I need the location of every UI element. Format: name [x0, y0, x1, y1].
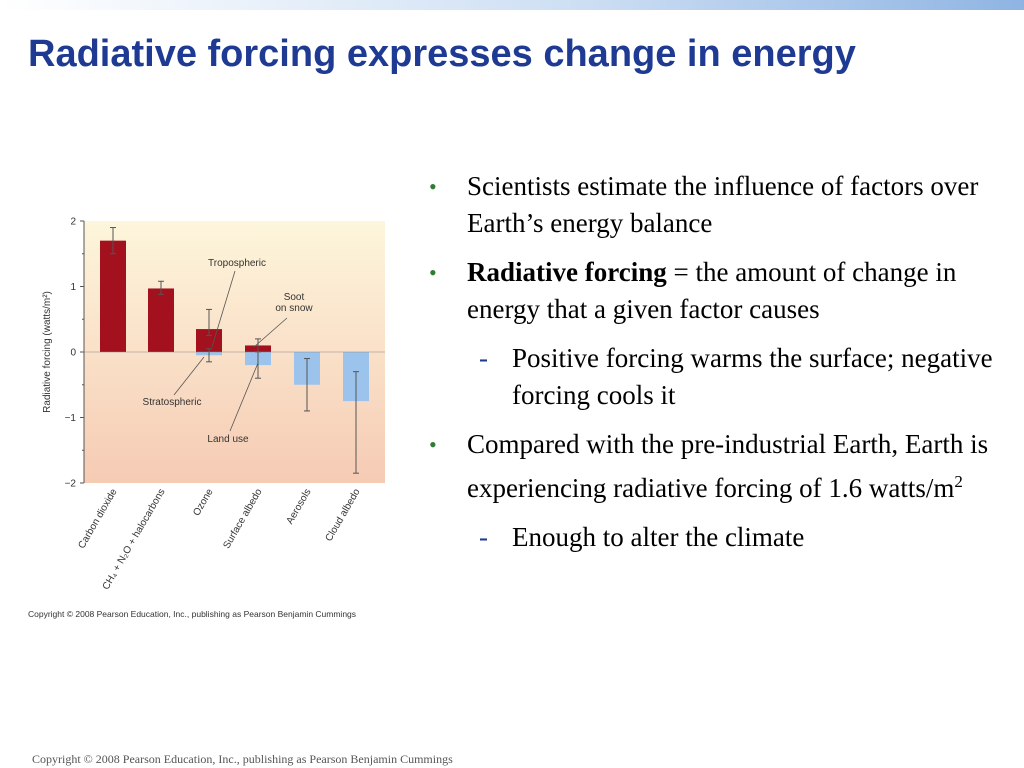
chart-copyright: Copyright © 2008 Pearson Education, Inc.…: [28, 609, 356, 619]
bullet-item: • Radiative forcing = the amount of chan…: [425, 254, 1015, 328]
bullet-dot: •: [429, 432, 437, 457]
bullet-dot: •: [429, 174, 437, 199]
sub-bullet-dash: -: [479, 343, 488, 373]
bullet-text: = the amount of change in energy that a …: [467, 257, 957, 324]
x-tick-label: Cloud albedo: [324, 487, 363, 544]
sub-bullet-item: - Positive forcing warms the surface; ne…: [425, 340, 1015, 414]
annotation-leader: [211, 270, 236, 348]
bullet-text: Compared with the pre-industrial Earth, …: [467, 429, 989, 503]
bullet-list: • Scientists estimate the influence of f…: [425, 168, 1015, 568]
radiative-forcing-chart: Radiative forcing (watts/m²) 2 1 0 −1 −2 Tro…: [22, 205, 402, 625]
annotation-leader: [253, 317, 288, 348]
x-tick-label: Aerosols: [285, 487, 314, 526]
x-tick-label: Surface albedo: [221, 487, 264, 551]
bullet-text: Scientists estimate the influence of fac…: [467, 171, 979, 238]
annotation-leader: [173, 356, 205, 396]
sub-bullet-item: - Enough to alter the climate: [425, 519, 1015, 556]
bullet-item: • Compared with the pre-industrial Earth…: [425, 426, 1015, 507]
annotation-label: Tropospheric: [208, 258, 266, 269]
annotation-label: Stratospheric: [143, 397, 202, 408]
sub-bullet-text: Positive forcing warms the surface; nega…: [512, 343, 993, 410]
y-tick-label: 2: [70, 217, 76, 228]
annotation-label: Soot on snow: [275, 292, 313, 314]
top-gradient-band: [0, 0, 1024, 10]
annotation-label: Land use: [207, 434, 249, 445]
bullet-superscript: 2: [954, 472, 963, 491]
slide-footer: Copyright © 2008 Pearson Education, Inc.…: [32, 752, 453, 766]
annotation-leader: [229, 362, 259, 432]
x-tick-label: Carbon dioxide: [76, 487, 119, 551]
bullet-item: • Scientists estimate the influence of f…: [425, 168, 1015, 242]
bullet-bold-term: Radiative forcing: [467, 257, 667, 287]
sub-bullet-text: Enough to alter the climate: [512, 522, 805, 552]
y-tick-label: −2: [65, 479, 77, 490]
chart-svg: Radiative forcing (watts/m²) 2 1 0 −1 −2 Tro…: [28, 217, 385, 619]
y-tick-label: 1: [70, 282, 76, 293]
y-axis-label: Radiative forcing (watts/m²): [42, 291, 53, 413]
x-tick-label: Ozone: [191, 487, 215, 518]
bar: [148, 288, 174, 352]
bullet-dot: •: [429, 260, 437, 285]
slide-title: Radiative forcing expresses change in en…: [28, 33, 856, 75]
y-tick-label: −1: [65, 413, 77, 424]
sub-bullet-dash: -: [479, 522, 488, 552]
bar: [100, 240, 126, 352]
y-tick-label: 0: [70, 348, 76, 359]
